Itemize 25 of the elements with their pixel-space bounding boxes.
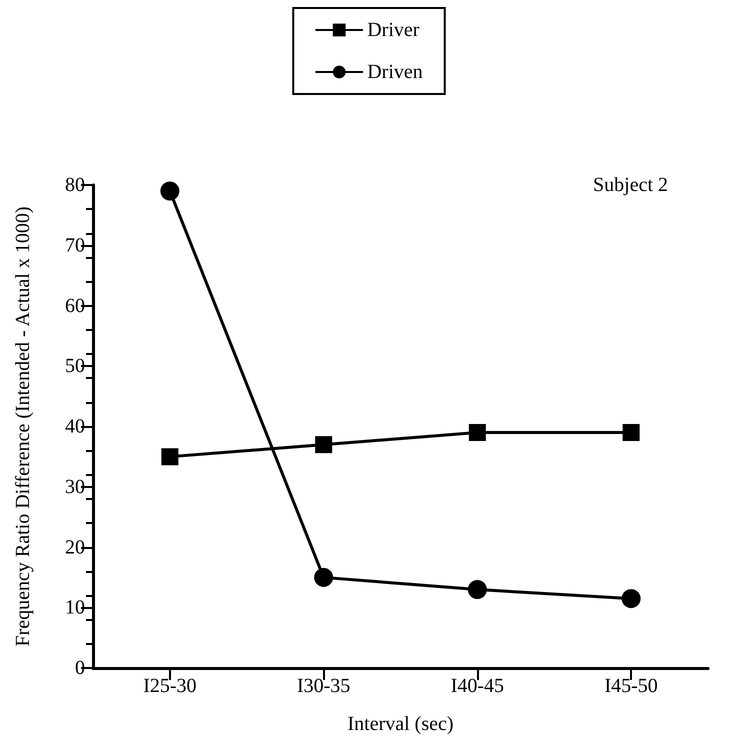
point [160, 182, 180, 201]
x-tick-label: I30-35 [296, 675, 350, 697]
y-tick-label: 50 [65, 355, 85, 378]
point [161, 448, 178, 466]
x-tick-label: I25-30 [143, 675, 197, 697]
y-tick-label: 40 [65, 416, 85, 438]
x-axis-title: Interval (sec) [347, 713, 454, 735]
point [468, 424, 486, 442]
point [314, 568, 334, 587]
annotation: Subject 2 [593, 174, 668, 196]
point [622, 424, 640, 442]
point [622, 589, 641, 608]
y-axis-title: Frequency Ratio Difference (Intended - Actual x 1000) [12, 206, 34, 647]
x-tick-label: I40-45 [450, 675, 504, 697]
point [468, 580, 487, 600]
y-tick-label: 10 [65, 596, 85, 619]
point [315, 436, 332, 454]
y-tick-label: 60 [65, 294, 85, 317]
legend-label: Driver [367, 19, 420, 41]
y-tick-label: 30 [65, 476, 85, 498]
legend-label: Driven [367, 61, 423, 83]
y-tick-label: 80 [65, 174, 85, 196]
y-tick-label: 20 [65, 536, 85, 558]
y-tick-label: 70 [65, 234, 85, 256]
x-tick-label: I45-50 [604, 675, 658, 697]
